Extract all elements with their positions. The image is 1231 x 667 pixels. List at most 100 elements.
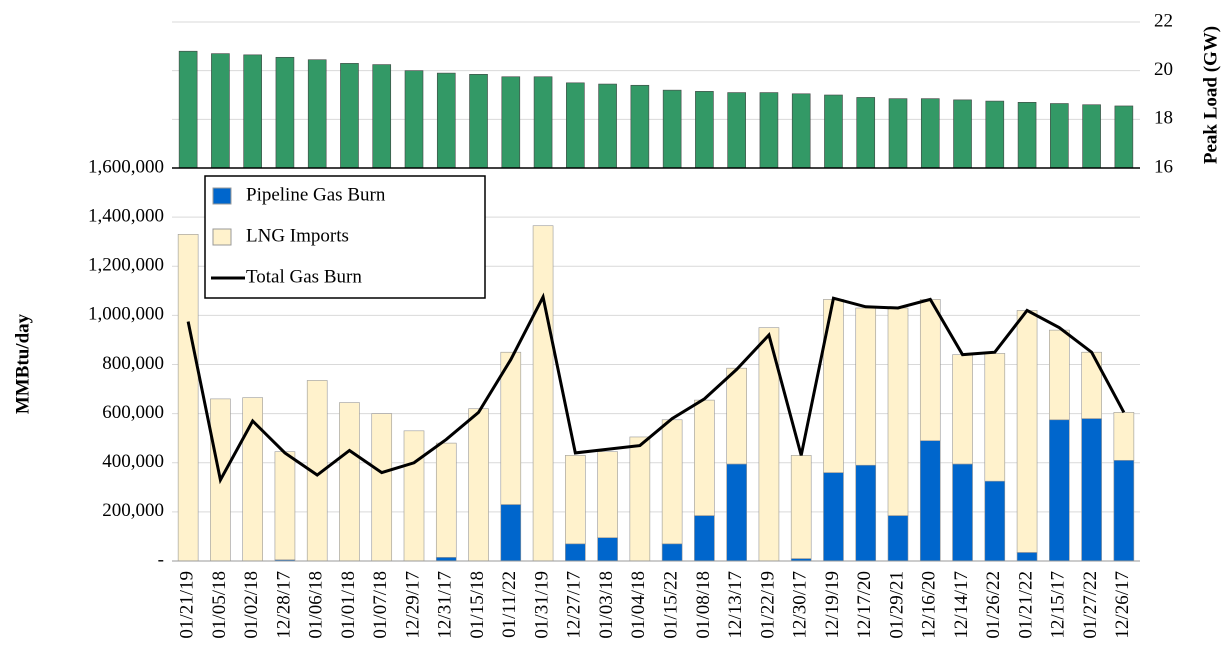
bar [307,59,327,169]
x-tick-label: 01/26/22 [983,571,1004,639]
bar-segment [661,543,683,562]
y-axis-title: MMBtu/day [12,313,33,414]
x-tick-label: 12/13/17 [725,571,746,639]
bar-segment [887,307,909,516]
legend-box [204,175,486,299]
y-tick-label: 20 [1154,59,1173,80]
bar-segment [468,408,489,562]
y-tick-label: - [158,549,164,570]
bar-segment [661,419,683,545]
x-tick-label: 01/29/21 [886,571,907,639]
bar [533,76,553,169]
bar [662,89,682,169]
bar-segment [790,455,812,559]
bar [791,93,811,169]
bar [630,84,650,169]
x-tick-label: 01/07/18 [370,571,391,639]
bar [888,98,908,169]
y-tick-label: 600,000 [102,402,164,423]
bar [404,70,424,169]
bar-segment [565,455,586,545]
legend-label: Total Gas Burn [246,266,362,287]
x-tick-label: 01/01/18 [338,571,359,639]
x-tick-label: 01/04/18 [628,571,649,639]
bar-segment [855,307,877,466]
x-tick-label: 12/27/17 [564,571,585,639]
bar [727,92,746,169]
bar-segment [597,537,618,562]
bar [759,92,779,169]
bar-segment [855,464,877,562]
x-tick-label: 01/21/19 [176,571,197,639]
bar [598,83,617,169]
bar-segment [952,463,973,562]
bar-segment [371,413,393,562]
bar-segment [919,440,941,562]
y-tick-label: 1,000,000 [88,304,164,325]
y-tick-label: 800,000 [102,353,164,374]
y-tick-label: 1,200,000 [88,255,164,276]
bar-segment [500,351,522,505]
bar-segment [435,442,457,558]
x-tick-label: 01/15/18 [467,571,488,639]
x-tick-label: 12/28/17 [273,571,294,639]
bar-segment [1113,412,1135,461]
bar-segment [339,402,360,562]
x-tick-label: 01/15/22 [660,571,681,639]
bar-segment [1049,329,1070,421]
bar-segment [887,515,909,562]
bar [566,82,585,169]
x-tick-label: 01/22/19 [757,571,778,639]
bar [920,98,940,169]
bar [211,53,230,169]
line [186,292,1126,485]
bar-segment [823,472,844,562]
bar-segment [500,504,522,562]
bar [275,56,295,169]
x-tick-label: 01/21/22 [1015,571,1036,639]
y-tick-label: 1,400,000 [88,205,164,226]
bar-segment [1113,459,1135,562]
y-tick-label: 400,000 [102,451,164,472]
bar [985,100,1005,169]
bar [1082,104,1101,169]
x-tick-label: 01/27/22 [1080,571,1101,639]
bar-segment [532,225,554,562]
bar-segment [435,557,457,562]
x-tick-label: 01/31/19 [531,571,552,639]
x-tick-label: 12/17/20 [854,571,875,639]
bar [436,72,456,169]
bar [469,74,488,169]
bar [1050,103,1069,169]
bar [501,76,521,169]
bar-segment [919,299,941,441]
x-tick-label: 01/06/18 [306,571,327,639]
bar [953,99,972,169]
y-tick-label: 1,600,000 [88,156,164,177]
bar [243,54,262,169]
bar-segment [565,543,586,562]
y-tick-label: 200,000 [102,500,164,521]
x-tick-label: 12/26/17 [1112,571,1133,639]
x-tick-label: 12/15/17 [1048,571,1069,639]
bar [824,94,843,169]
x-tick-label: 12/19/19 [822,571,843,639]
bar [1017,102,1037,169]
y-tick-label: 16 [1154,156,1173,177]
bar-segment [694,399,715,516]
bar-segment [177,234,199,562]
x-tick-label: 01/03/18 [596,571,617,639]
bar-segment [1016,552,1038,562]
y2-axis-title: Peak Load (GW) [1200,26,1221,164]
bar [856,97,876,169]
bar-segment [726,367,747,465]
x-tick-label: 12/14/17 [951,571,972,639]
bar [178,50,198,169]
bar-segment [1016,310,1038,553]
bar [1114,105,1134,169]
legend-swatch [212,187,232,205]
x-tick-label: 12/29/17 [402,571,423,639]
bar [695,91,714,169]
x-tick-label: 01/05/18 [209,571,230,639]
